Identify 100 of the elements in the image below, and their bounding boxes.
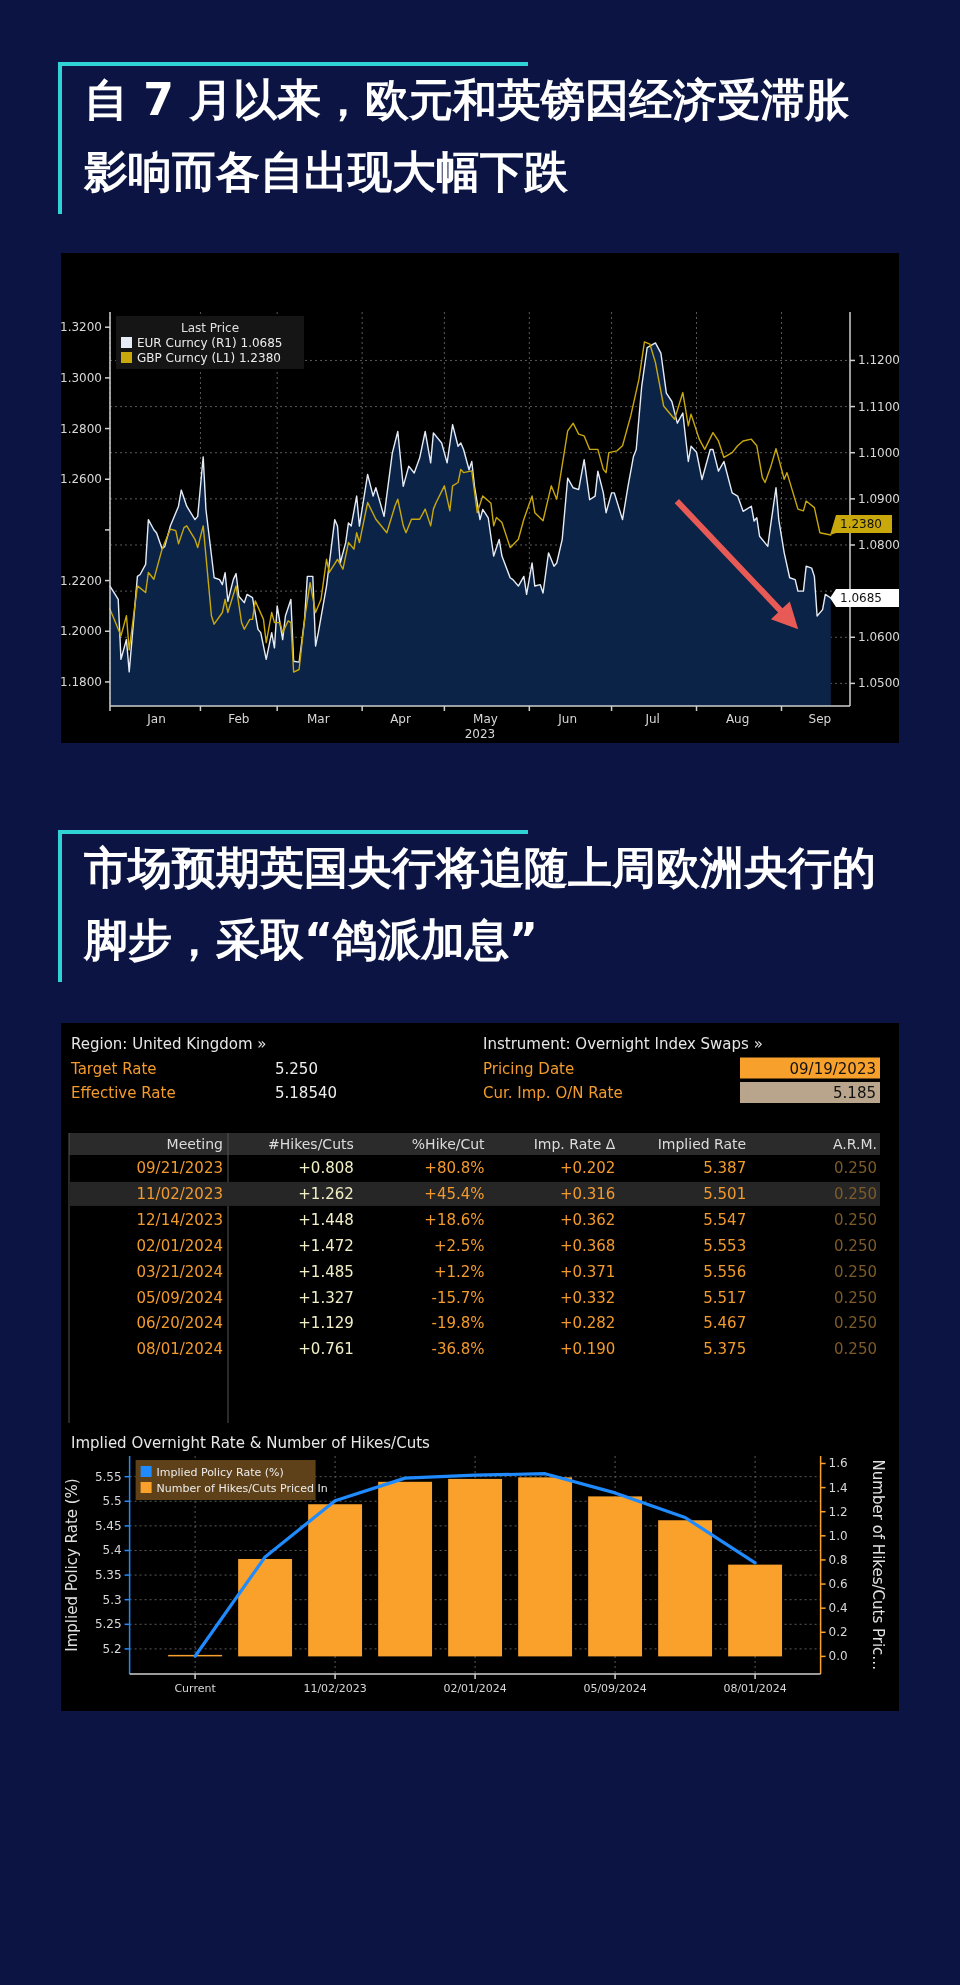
text: 0.250	[834, 1236, 877, 1255]
x-tick-label: Apr	[390, 712, 411, 726]
text: 5.250	[275, 1059, 318, 1078]
y-tick-label: 1.3000	[60, 370, 102, 385]
text: 5.517	[703, 1288, 747, 1307]
legend-title: Last Price	[180, 321, 240, 335]
category-label: %Hike/Cut	[411, 1136, 486, 1152]
y2-axis-title: Number of Hikes/Cuts Pric…	[869, 1459, 887, 1671]
x-tick-label: 08/01/2024	[723, 1682, 787, 1695]
text: +0.371	[559, 1262, 616, 1281]
bar	[518, 1477, 573, 1657]
text: 09/19/2023	[789, 1059, 876, 1078]
y-tick-label: 5.3	[102, 1592, 122, 1607]
x-tick-label: 11/02/2023	[303, 1682, 367, 1695]
bar	[728, 1564, 783, 1657]
text: 11/02/2023	[136, 1184, 223, 1203]
y2-tick-label: 0.8	[828, 1552, 848, 1567]
y-axis-title: Implied Policy Rate (%)	[63, 1478, 81, 1652]
y2-tick-label: 1.0800	[858, 537, 900, 552]
y-tick-label: 5.2	[102, 1641, 122, 1656]
text: 5.467	[703, 1314, 747, 1333]
category-label: Imp. Rate Δ	[533, 1136, 616, 1152]
text: +0.316	[559, 1184, 616, 1203]
category-label: #Hikes/Cuts	[267, 1136, 354, 1152]
y2-tick-label: 1.2	[828, 1504, 848, 1519]
text: 5.556	[703, 1262, 747, 1281]
text: +0.202	[559, 1159, 616, 1177]
y-tick-label: 1.1800	[60, 674, 102, 689]
bar	[658, 1520, 713, 1657]
bar	[448, 1478, 503, 1657]
text: 5.553	[703, 1236, 747, 1255]
y-tick-label: 1.2200	[60, 573, 102, 588]
text: Target Rate	[70, 1059, 157, 1078]
text: +0.368	[559, 1236, 616, 1255]
data-label: 1.2380	[840, 516, 882, 531]
x-tick-label: 02/01/2024	[443, 1682, 507, 1695]
x-tick-label: Mar	[306, 712, 330, 726]
y-tick-label: 1.2800	[60, 421, 102, 436]
y2-tick-label: 0.0	[828, 1649, 848, 1664]
y-tick-label: 5.45	[94, 1518, 122, 1533]
text: 03/21/2024	[136, 1262, 223, 1281]
text: +0.761	[298, 1340, 354, 1359]
x-tick-label: Aug	[725, 712, 750, 726]
legend-label: Implied Policy Rate (%)	[156, 1466, 284, 1479]
text: 0.250	[834, 1288, 877, 1307]
legend-label: EUR Curncy (R1) 1.0685	[137, 336, 283, 350]
text: -15.7%	[431, 1288, 485, 1307]
text: 12/14/2023	[136, 1210, 223, 1229]
text: 0.250	[834, 1210, 877, 1229]
text: +1.472	[298, 1236, 354, 1255]
text: 0.250	[834, 1340, 877, 1359]
text: +1.129	[298, 1314, 354, 1333]
text: +0.362	[559, 1210, 616, 1229]
text: +45.4%	[424, 1184, 485, 1203]
data-label: 1.0685	[840, 591, 882, 606]
y-tick-label: 1.3200	[60, 320, 102, 335]
text: +80.8%	[424, 1159, 485, 1177]
text: 5.185	[833, 1084, 876, 1102]
x-tick-label: Sep	[808, 712, 832, 726]
text: Cur. Imp. O/N Rate	[483, 1084, 623, 1102]
text: 05/09/2024	[136, 1288, 223, 1307]
legend-label: Number of Hikes/Cuts Priced In	[156, 1482, 328, 1495]
y-tick-label: 5.55	[94, 1469, 122, 1484]
text: Instrument: Overnight Index Swaps »	[483, 1035, 763, 1053]
y2-tick-label: 0.6	[828, 1577, 848, 1592]
text: +1.262	[298, 1184, 354, 1203]
text: 5.501	[703, 1184, 747, 1203]
y2-tick-label: 1.0900	[858, 491, 900, 506]
text: +0.190	[559, 1340, 616, 1359]
text: 06/20/2024	[136, 1314, 223, 1333]
x-tick-label: Jan	[146, 712, 166, 726]
y-tick-label: 5.25	[94, 1617, 122, 1632]
y-tick-label: 1.2000	[60, 624, 102, 639]
chart-title: Implied Overnight Rate & Number of Hikes/Cuts	[71, 1434, 431, 1452]
text: 0.250	[834, 1262, 877, 1281]
chart-title: 自 7 月以来，欧元和英镑因经济受滞胀影响而各自出现大幅下跌	[83, 73, 851, 199]
x-tick-label: 05/09/2024	[583, 1682, 647, 1695]
y2-tick-label: 0.2	[828, 1625, 848, 1640]
text: +1.327	[298, 1288, 354, 1307]
text: 5.18540	[275, 1084, 338, 1102]
category-label: A.R.M.	[833, 1136, 877, 1152]
x-tick-label: Feb	[228, 712, 250, 726]
text: 0.250	[834, 1184, 877, 1203]
text: 市场预期英国央行将追随上周欧洲央行的脚步，采取“鸽派加息”	[82, 841, 877, 967]
y2-tick-label: 1.0600	[858, 630, 900, 645]
text: +18.6%	[424, 1210, 485, 1229]
text: 02/01/2024	[136, 1236, 223, 1255]
category-label: Implied Rate	[657, 1136, 747, 1152]
y2-tick-label: 1.0500	[858, 676, 900, 691]
bar	[308, 1504, 363, 1657]
text: Effective Rate	[71, 1084, 176, 1102]
bar	[238, 1558, 293, 1657]
text: 08/01/2024	[136, 1340, 223, 1359]
y2-tick-label: 1.1000	[858, 445, 900, 460]
text: 0.250	[834, 1159, 877, 1177]
text: -19.8%	[431, 1314, 485, 1333]
x-tick-label: Jul	[644, 712, 660, 726]
y2-tick-label: 1.0	[828, 1528, 848, 1543]
text: 09/21/2023	[136, 1159, 223, 1177]
y2-tick-label: 0.4	[828, 1601, 848, 1616]
